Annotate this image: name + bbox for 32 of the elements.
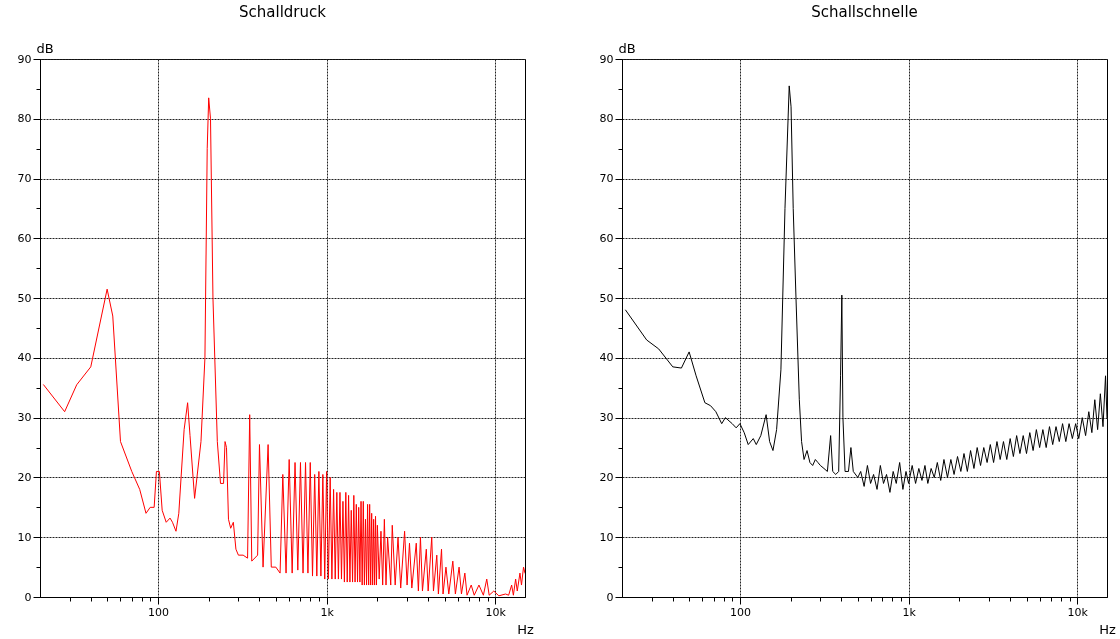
y-tick-label: 0	[606, 590, 614, 604]
x-tick-label: 10k	[1067, 605, 1089, 619]
chart-title: Schallschnelle	[811, 3, 918, 21]
x-axis-title: Hz	[1099, 621, 1116, 637]
y-tick-label: 50	[599, 291, 614, 305]
y-tick-label: 30	[599, 411, 614, 425]
y-tick-label: 30	[17, 411, 32, 425]
y-tick-label: 20	[17, 470, 32, 484]
y-tick-label: 50	[17, 291, 32, 305]
y-tick-label: 0	[24, 590, 32, 604]
y-tick-label: 80	[599, 112, 614, 126]
chart-title: Schalldruck	[239, 3, 327, 21]
y-tick-label: 80	[17, 112, 32, 126]
y-tick-label: 60	[599, 231, 614, 245]
y-tick-label: 60	[17, 231, 32, 245]
y-axis-title: dB	[618, 40, 636, 56]
x-tick-label: 1k	[902, 605, 917, 619]
y-tick-label: 20	[599, 470, 614, 484]
y-tick-label: 10	[17, 530, 32, 544]
y-tick-label: 90	[599, 52, 614, 66]
y-tick-label: 40	[599, 351, 614, 365]
x-tick-label: 10k	[485, 605, 507, 619]
x-tick-label: 100	[729, 605, 751, 619]
y-tick-label: 40	[17, 351, 32, 365]
y-tick-label: 70	[599, 172, 614, 186]
x-tick-label: 1k	[320, 605, 335, 619]
y-tick-label: 70	[17, 172, 32, 186]
y-axis-title: dB	[36, 40, 54, 56]
y-tick-label: 10	[599, 530, 614, 544]
x-axis-title: Hz	[517, 621, 534, 637]
y-tick-label: 90	[17, 52, 32, 66]
x-tick-label: 100	[147, 605, 169, 619]
